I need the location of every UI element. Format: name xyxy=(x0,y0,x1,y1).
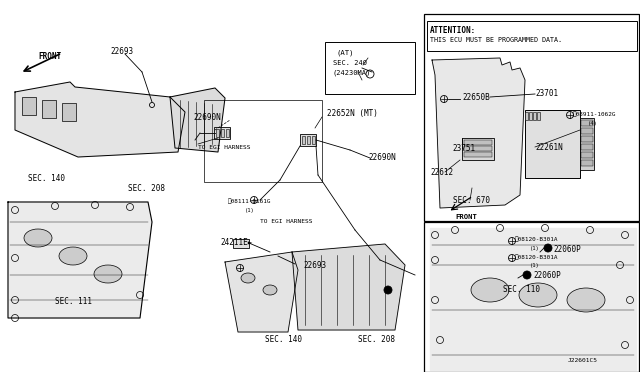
Bar xyxy=(302,136,305,144)
Polygon shape xyxy=(430,228,636,370)
Bar xyxy=(22,97,36,115)
Polygon shape xyxy=(292,244,405,330)
Ellipse shape xyxy=(94,265,122,283)
Ellipse shape xyxy=(519,283,557,307)
Text: FRONT: FRONT xyxy=(455,214,477,220)
Text: 22652N (MT): 22652N (MT) xyxy=(327,109,378,118)
Text: (1): (1) xyxy=(530,263,540,269)
Bar xyxy=(581,128,593,134)
Bar xyxy=(42,100,56,118)
Text: 22690N: 22690N xyxy=(368,153,396,161)
Bar xyxy=(226,129,229,137)
Circle shape xyxy=(544,244,552,252)
Circle shape xyxy=(523,271,531,279)
Bar xyxy=(581,152,593,158)
Bar xyxy=(537,112,540,120)
Text: 22693: 22693 xyxy=(303,262,326,270)
Ellipse shape xyxy=(471,278,509,302)
Bar xyxy=(580,118,594,170)
Text: 22261N: 22261N xyxy=(535,142,563,151)
Text: ATTENTION:: ATTENTION: xyxy=(430,26,476,35)
Bar xyxy=(427,21,637,51)
Bar xyxy=(325,42,415,94)
Bar xyxy=(62,103,76,121)
Text: SEC. 140: SEC. 140 xyxy=(28,173,65,183)
Text: (AT): (AT) xyxy=(337,50,355,56)
Text: 22060P: 22060P xyxy=(553,244,580,253)
Text: SEC. 240: SEC. 240 xyxy=(333,60,367,66)
Text: 24211E►: 24211E► xyxy=(220,237,252,247)
Text: 22690N: 22690N xyxy=(193,112,221,122)
Bar xyxy=(581,120,593,126)
Text: J22601C5: J22601C5 xyxy=(568,359,598,363)
Text: (24230MA): (24230MA) xyxy=(333,70,371,76)
Ellipse shape xyxy=(567,288,605,312)
Bar xyxy=(216,129,219,137)
Polygon shape xyxy=(432,58,525,208)
Text: ➂08111-0161G: ➂08111-0161G xyxy=(228,198,271,204)
Text: SEC. 208: SEC. 208 xyxy=(128,183,165,192)
Bar xyxy=(525,112,528,120)
Text: FRONT: FRONT xyxy=(38,51,61,61)
Bar xyxy=(581,160,593,166)
Text: SEC. 111: SEC. 111 xyxy=(55,298,92,307)
Bar xyxy=(204,100,322,182)
Bar xyxy=(307,136,310,144)
Bar xyxy=(525,110,580,178)
Bar xyxy=(424,222,639,372)
Circle shape xyxy=(384,286,392,294)
Ellipse shape xyxy=(263,285,277,295)
Bar xyxy=(529,112,532,120)
Text: 23751: 23751 xyxy=(452,144,475,153)
Bar xyxy=(462,138,494,160)
Ellipse shape xyxy=(241,273,255,283)
Text: ➂08120-B301A: ➂08120-B301A xyxy=(515,254,559,260)
Bar xyxy=(581,136,593,142)
Text: (1): (1) xyxy=(530,246,540,250)
Bar xyxy=(464,152,492,157)
Ellipse shape xyxy=(59,247,87,265)
Bar xyxy=(221,129,224,137)
Text: 22650B: 22650B xyxy=(462,93,490,102)
Polygon shape xyxy=(15,82,185,157)
Bar xyxy=(233,239,249,248)
Bar xyxy=(312,136,315,144)
Polygon shape xyxy=(170,88,225,152)
Polygon shape xyxy=(225,252,298,332)
Bar xyxy=(424,14,639,221)
Text: TO EGI HARNESS: TO EGI HARNESS xyxy=(260,218,312,224)
Polygon shape xyxy=(8,202,152,318)
Text: 22693: 22693 xyxy=(110,46,133,55)
Text: 23701: 23701 xyxy=(535,89,558,97)
Text: 22060P: 22060P xyxy=(533,272,561,280)
Text: SEC. 670: SEC. 670 xyxy=(453,196,490,205)
Text: TO EGI HARNESS: TO EGI HARNESS xyxy=(198,144,250,150)
Text: SEC. 140: SEC. 140 xyxy=(265,336,302,344)
Text: ⓝ08911-1062G: ⓝ08911-1062G xyxy=(573,111,616,117)
Text: (1): (1) xyxy=(245,208,255,212)
Bar xyxy=(464,146,492,151)
Text: (4): (4) xyxy=(588,121,598,125)
Text: SEC. 208: SEC. 208 xyxy=(358,336,395,344)
Bar xyxy=(581,144,593,150)
Text: SEC. 110: SEC. 110 xyxy=(503,285,540,295)
Text: ➂08120-B301A: ➂08120-B301A xyxy=(515,236,559,242)
Bar xyxy=(464,140,492,145)
Ellipse shape xyxy=(24,229,52,247)
Text: THIS ECU MUST BE PROGRAMMED DATA.: THIS ECU MUST BE PROGRAMMED DATA. xyxy=(430,37,562,43)
Text: 22612: 22612 xyxy=(430,167,453,176)
Bar xyxy=(533,112,536,120)
Bar xyxy=(214,127,230,139)
Bar xyxy=(300,134,316,146)
